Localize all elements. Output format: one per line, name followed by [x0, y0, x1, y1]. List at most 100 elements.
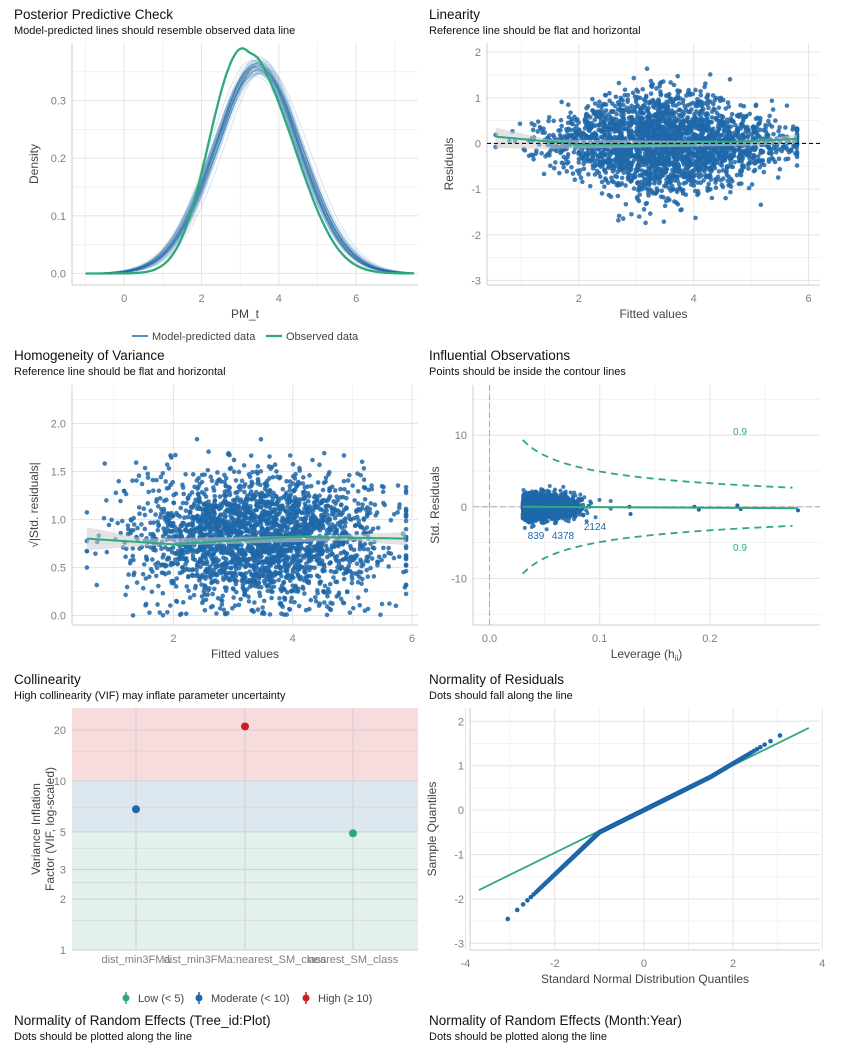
residual-point [632, 174, 638, 180]
std-residual-point [214, 481, 219, 486]
y-tick-label: 0.2 [51, 153, 66, 165]
std-residual-point [227, 492, 233, 498]
std-residual-point [150, 557, 155, 562]
std-residual-point [134, 580, 140, 585]
residual-point [609, 178, 615, 184]
std-residual-point [306, 564, 312, 570]
std-residual-point [358, 472, 364, 478]
residual-point [590, 122, 596, 128]
residual-point [758, 202, 764, 208]
std-residual-point [252, 600, 257, 605]
legend-label: Observed data [286, 331, 359, 343]
std-residual-point [365, 574, 371, 580]
std-residual-point [159, 570, 165, 575]
std-residual-point [133, 460, 139, 465]
residual-point [541, 126, 546, 131]
residual-point [783, 157, 789, 162]
std-residual-point [190, 519, 196, 525]
residual-point [577, 168, 583, 173]
residual-point [580, 179, 585, 185]
std-residual-point [217, 523, 222, 529]
residual-point [679, 109, 685, 114]
std-residual-point [192, 585, 198, 591]
std-residual-point [214, 611, 219, 616]
residual-point [657, 81, 663, 86]
std-residual-point [355, 580, 361, 585]
residual-point [517, 121, 523, 127]
y-axis-label: Density [27, 144, 41, 184]
residual-point [531, 156, 536, 162]
residual-point [772, 159, 778, 165]
x-tick-label: 6 [409, 633, 415, 645]
std-residual-point [379, 601, 385, 607]
std-residual-point [222, 585, 228, 590]
std-residual-point [321, 590, 327, 595]
std-residual-point [155, 527, 161, 533]
std-residual-point [339, 564, 345, 570]
residual-point [732, 159, 737, 165]
residual-point [631, 186, 637, 191]
std-residual-point [362, 608, 368, 613]
residual-point [761, 162, 767, 168]
std-residual-point [299, 510, 305, 515]
residual-point [683, 192, 689, 198]
std-residual-point [403, 562, 409, 568]
std-residual-point [317, 462, 322, 468]
residual-point [720, 159, 725, 164]
residual-point [551, 135, 557, 140]
std-residual-point [283, 575, 289, 580]
std-residual-point [231, 469, 237, 475]
std-residual-point [260, 609, 266, 615]
predicted-density-line [85, 70, 414, 274]
predicted-density-line [85, 69, 414, 274]
std-residual-point [212, 586, 217, 592]
residual-point [606, 192, 612, 198]
std-residual-point [202, 560, 208, 566]
residual-point [716, 153, 721, 158]
residual-point [674, 116, 679, 122]
std-residual-point [344, 589, 350, 594]
std-residual-point [160, 555, 166, 560]
std-residual-point [338, 596, 344, 602]
std-residual-point [290, 461, 296, 467]
std-residual-point [301, 475, 306, 480]
residual-point [698, 102, 704, 108]
std-residual-point [223, 556, 229, 562]
predicted-density-line [85, 73, 414, 274]
residual-point [719, 113, 725, 119]
residual-point [638, 118, 644, 124]
residual-point [652, 105, 657, 110]
std-residual-point [180, 600, 186, 605]
predicted-density-line [85, 63, 414, 274]
predicted-density-line [85, 63, 414, 274]
std-residual-point [329, 543, 335, 549]
residual-point [608, 126, 614, 132]
std-residual-point [269, 595, 274, 601]
std-residual-point [289, 557, 295, 563]
residual-point [690, 100, 696, 106]
residual-point [757, 127, 763, 133]
residual-point [587, 183, 593, 189]
residual-point [626, 133, 632, 139]
std-residual-point [270, 474, 276, 480]
std-residual-point [357, 541, 363, 547]
std-residual-point [270, 589, 275, 595]
std-residual-point [360, 502, 365, 507]
std-residual-point [391, 555, 397, 561]
residual-point [594, 168, 600, 174]
std-residual-point [321, 480, 327, 486]
std-residual-point [278, 531, 283, 537]
predicted-density-line [85, 62, 414, 274]
std-residual-point [395, 483, 401, 488]
residual-point [553, 160, 558, 165]
panel-title: Normality of Residuals [429, 672, 565, 687]
std-residual-point [225, 451, 231, 457]
predicted-density-line [85, 62, 414, 274]
residual-point [703, 173, 709, 178]
std-residual-point [167, 522, 173, 527]
residual-point [599, 104, 605, 109]
std-residual-point [278, 569, 284, 574]
std-residual-point [261, 549, 266, 555]
std-residual-point [382, 553, 387, 559]
